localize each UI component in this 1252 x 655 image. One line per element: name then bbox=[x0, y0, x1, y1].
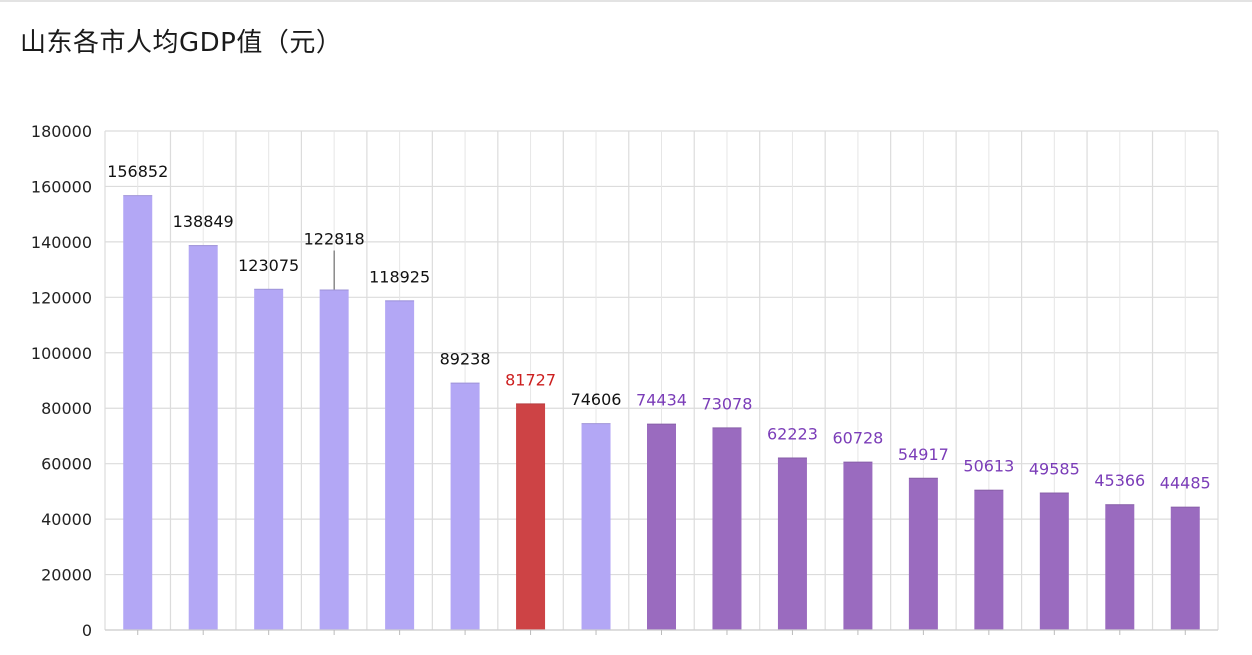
bar bbox=[450, 382, 480, 630]
y-tick-label: 100000 bbox=[31, 344, 92, 363]
data-label: 156852 bbox=[107, 162, 168, 181]
bar bbox=[385, 300, 415, 630]
data-label: 62223 bbox=[767, 425, 818, 444]
data-label: 118925 bbox=[369, 267, 430, 286]
bar bbox=[1039, 492, 1069, 630]
y-tick-label: 160000 bbox=[31, 177, 92, 196]
data-label: 50613 bbox=[963, 457, 1014, 476]
data-label: 60728 bbox=[832, 429, 883, 448]
bar bbox=[581, 423, 611, 630]
bar bbox=[843, 461, 873, 630]
data-label: 138849 bbox=[173, 212, 234, 231]
bar bbox=[254, 288, 284, 630]
data-label: 45366 bbox=[1094, 471, 1145, 490]
y-tick-label: 120000 bbox=[31, 288, 92, 307]
data-label: 74606 bbox=[571, 390, 622, 409]
bar bbox=[319, 289, 349, 630]
x-axis-ticks bbox=[105, 629, 1218, 635]
grid bbox=[104, 130, 1219, 631]
data-label: 73078 bbox=[702, 394, 753, 413]
chart-title: 山东各市人均GDP值（元） bbox=[20, 28, 343, 58]
bar bbox=[1105, 504, 1135, 630]
bars bbox=[123, 195, 1200, 631]
bar bbox=[712, 427, 742, 630]
bar bbox=[647, 423, 676, 630]
y-axis: 0 20000 40000 60000 80000 100000 120000 140000 1… bbox=[31, 122, 92, 640]
data-label: 49585 bbox=[1029, 460, 1080, 479]
top-divider bbox=[0, 0, 1252, 2]
y-tick-label: 0 bbox=[82, 621, 92, 640]
y-tick-label: 20000 bbox=[41, 566, 92, 585]
bar bbox=[123, 195, 153, 631]
y-tick-label: 180000 bbox=[31, 122, 92, 141]
bar bbox=[777, 457, 807, 630]
y-tick-label: 60000 bbox=[41, 455, 92, 474]
data-label: 89238 bbox=[440, 350, 491, 369]
data-label: 44485 bbox=[1160, 474, 1211, 493]
bar bbox=[974, 489, 1004, 630]
bar bbox=[188, 245, 218, 630]
y-tick-label: 80000 bbox=[41, 399, 92, 418]
data-label: 81727 bbox=[505, 370, 556, 389]
bar bbox=[1170, 506, 1200, 630]
bar bbox=[516, 403, 546, 630]
data-label: 123075 bbox=[238, 256, 299, 275]
data-label: 122818 bbox=[304, 230, 365, 249]
y-tick-label: 40000 bbox=[41, 510, 92, 529]
bar bbox=[908, 477, 938, 630]
data-label: 54917 bbox=[898, 445, 949, 464]
data-label: 74434 bbox=[636, 391, 687, 410]
y-tick-label: 140000 bbox=[31, 233, 92, 252]
